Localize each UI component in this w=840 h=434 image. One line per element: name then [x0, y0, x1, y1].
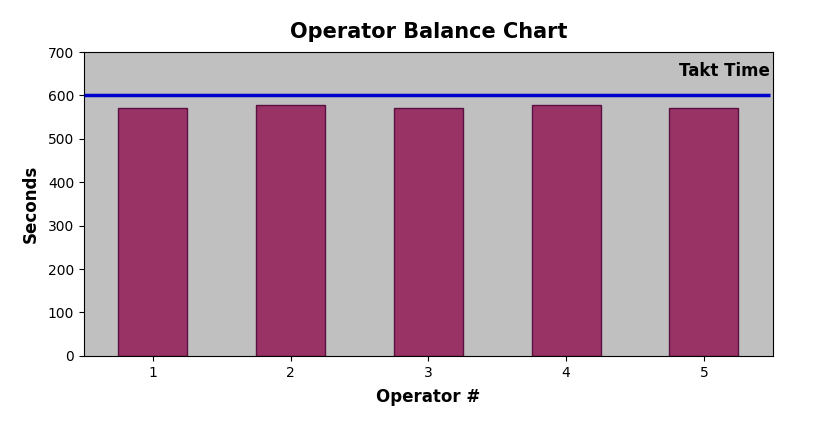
- Bar: [669, 108, 738, 356]
- X-axis label: Operator #: Operator #: [376, 388, 480, 406]
- Y-axis label: Seconds: Seconds: [22, 165, 39, 243]
- Bar: [394, 108, 463, 356]
- Title: Operator Balance Chart: Operator Balance Chart: [290, 22, 567, 42]
- Bar: [532, 105, 601, 356]
- Text: Takt Time: Takt Time: [680, 62, 770, 80]
- Bar: [256, 105, 325, 356]
- Bar: [118, 108, 187, 356]
